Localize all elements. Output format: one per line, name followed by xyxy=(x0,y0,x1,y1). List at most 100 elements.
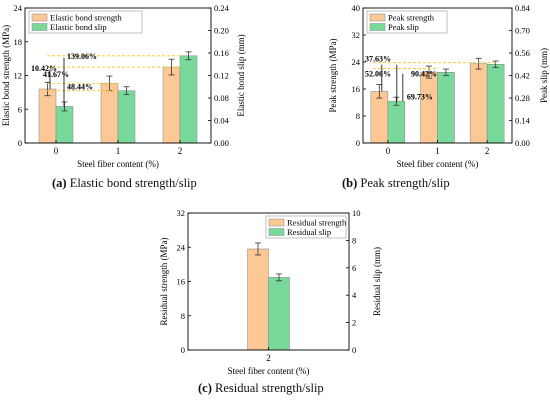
y-left-tick-label: 0 xyxy=(181,345,185,355)
x-axis-title: Steel fiber content (%) xyxy=(228,366,310,376)
y-left-axis-title: Peak strength (MPa) xyxy=(328,39,338,113)
legend-box xyxy=(265,215,347,239)
y-right-tick-label: 0.08 xyxy=(214,93,229,103)
bar-slip-2 xyxy=(179,55,198,144)
y-left-tick-label: 32 xyxy=(352,30,361,40)
legend-swatch-strength xyxy=(31,13,48,22)
y-left-tick-label: 12 xyxy=(14,71,23,81)
annotation-label: 41.67% xyxy=(43,70,69,79)
y-left-tick-label: 6 xyxy=(18,104,22,114)
bar-slip-1 xyxy=(117,90,136,144)
y-left-tick-label: 24 xyxy=(352,57,361,67)
y-right-tick-label: 8 xyxy=(352,235,356,245)
y-left-tick-label: 0 xyxy=(356,138,360,148)
y-right-tick-label: 6 xyxy=(352,263,356,273)
bar-slip-0 xyxy=(387,100,406,144)
annotation-label: 10.42% xyxy=(31,64,57,73)
annotation-label: 90.42% xyxy=(411,70,437,79)
y-right-tick-label: 0.56 xyxy=(515,48,530,58)
y-right-tick-label: 0.16 xyxy=(214,48,229,58)
annotation-label: 139.06% xyxy=(67,52,97,61)
y-right-tick-label: 0.00 xyxy=(515,138,530,148)
bar-strength-0 xyxy=(38,88,57,144)
y-right-tick-label: 0.28 xyxy=(515,93,530,103)
annotation-label: 52.06% xyxy=(365,70,391,79)
y-left-tick-label: 16 xyxy=(352,84,361,94)
x-tick-label-2: 2 xyxy=(178,146,183,156)
caption-b-text: Peak strength/slip xyxy=(360,176,450,190)
y-right-tick-label: 10 xyxy=(352,208,361,218)
bar-slip-2 xyxy=(486,64,505,144)
chart-b: 0 8 16 24 32 40 0.00 0.14 0.28 0.42 0.56 0.70 0.84 0 1… xyxy=(328,3,549,169)
caption-a: (a) Elastic bond strength/slip xyxy=(52,176,197,191)
y-right-axis-title: Peak slip (mm) xyxy=(539,48,549,103)
y-left-tick-label: 8 xyxy=(181,311,185,321)
legend-label-slip: Residual slip xyxy=(287,227,331,237)
y-right-tick-label: 0.14 xyxy=(515,116,531,126)
y-right-tick-label: 0.04 xyxy=(214,116,230,126)
y-right-tick-label: 0.70 xyxy=(515,26,530,36)
bar-slip-2 xyxy=(268,277,290,351)
annotation-label: 37.63% xyxy=(365,55,391,64)
bar-strength-2 xyxy=(469,63,488,144)
x-axis-title: Steel fiber content (%) xyxy=(397,159,479,169)
y-right-tick-label: 0 xyxy=(352,345,356,355)
y-left-tick-label: 16 xyxy=(177,277,186,287)
annotation-label: 69.73% xyxy=(407,92,433,101)
legend-label-slip: Peak slip xyxy=(388,22,419,32)
y-right-tick-label: 2 xyxy=(352,318,356,328)
y-left-tick-label: 40 xyxy=(352,3,361,13)
y-right-tick-label: 0.42 xyxy=(515,71,530,81)
bar-strength-1 xyxy=(420,71,438,144)
legend-swatch-strength xyxy=(268,218,285,227)
x-tick-label-2: 2 xyxy=(485,146,490,156)
y-right-tick-label: 0.00 xyxy=(214,138,229,148)
bar-strength-2 xyxy=(247,248,269,351)
legend-label-strength: Elastic bond strength xyxy=(50,13,123,23)
y-right-tick-label: 0.20 xyxy=(214,26,229,36)
y-left-tick-label: 18 xyxy=(14,37,23,47)
caption-a-text: Elastic bond strength/slip xyxy=(69,176,197,190)
y-left-tick-label: 8 xyxy=(356,111,360,121)
legend-label-strength: Residual strength xyxy=(287,218,347,228)
caption-b-label: (b) xyxy=(342,176,358,190)
legend-swatch-strength xyxy=(369,13,386,22)
legend-label-strength: Peak strength xyxy=(388,13,435,23)
legend-swatch-slip xyxy=(31,23,48,31)
bar-slip-1 xyxy=(437,72,455,144)
legend-swatch-slip xyxy=(268,228,285,236)
caption-c-label: (c) xyxy=(198,381,212,395)
y-right-tick-label: 0.12 xyxy=(214,71,229,81)
caption-a-label: (a) xyxy=(52,176,67,190)
y-left-tick-label: 24 xyxy=(14,3,23,13)
caption-c-text: Residual strength/slip xyxy=(215,381,324,395)
x-tick-label-1: 1 xyxy=(116,146,121,156)
x-axis-title: Steel fiber content (%) xyxy=(77,159,159,169)
caption-c: (c) Residual strength/slip xyxy=(198,381,324,396)
bar-strength-1 xyxy=(100,83,119,144)
y-right-axis-title: Elastic bond slip (mm) xyxy=(236,34,246,116)
bar-strength-0 xyxy=(370,91,389,144)
y-left-tick-label: 32 xyxy=(177,208,186,218)
x-tick-label-1: 1 xyxy=(435,146,440,156)
x-tick-label-0: 0 xyxy=(386,146,391,156)
legend-swatch-slip xyxy=(369,23,386,31)
y-right-axis-title: Residual slip (mm) xyxy=(372,247,382,316)
y-left-tick-label: 24 xyxy=(177,242,186,252)
legend-box xyxy=(366,10,448,34)
y-left-tick-label: 0 xyxy=(18,138,22,148)
caption-b: (b) Peak strength/slip xyxy=(342,176,450,191)
bar-slip-0 xyxy=(55,106,74,144)
annotation-label: 48.44% xyxy=(67,83,93,92)
legend-box xyxy=(28,10,143,34)
y-left-axis-title: Elastic bond strength (MPa) xyxy=(1,25,11,126)
y-right-tick-label: 0.84 xyxy=(515,3,531,13)
y-left-axis-title: Residual strength (MPa) xyxy=(159,238,169,326)
legend-label-slip: Elastic bond slip xyxy=(50,22,107,32)
y-right-tick-label: 4 xyxy=(352,290,357,300)
bar-strength-2 xyxy=(162,66,181,144)
y-right-tick-label: 0.24 xyxy=(214,3,230,13)
